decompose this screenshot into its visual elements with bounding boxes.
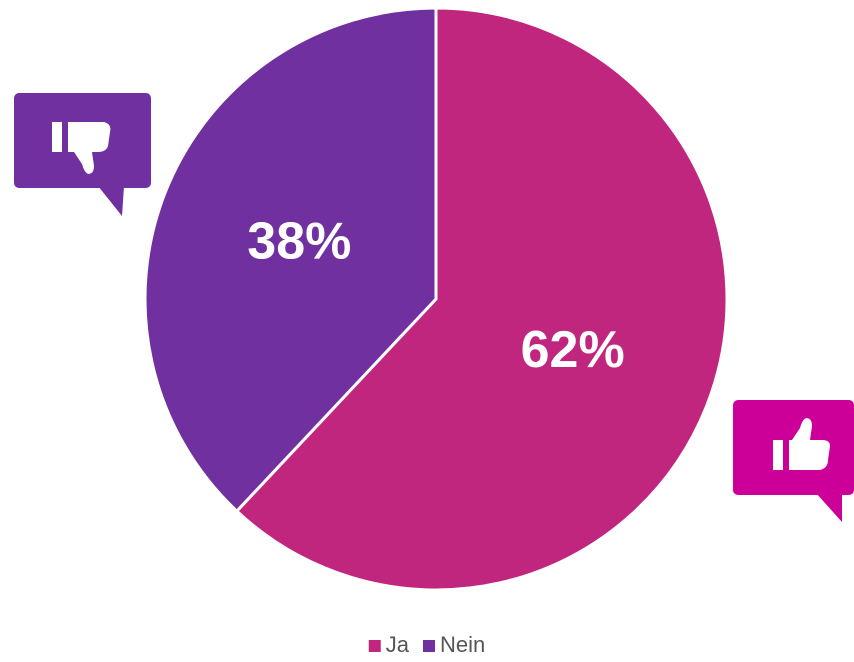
data-label: 38% bbox=[247, 213, 351, 271]
pie-slice bbox=[234, 6, 729, 592]
legend-swatch bbox=[423, 640, 435, 652]
data-label: 62% bbox=[521, 321, 625, 379]
thumbs-down-icon bbox=[14, 93, 151, 216]
pie: 62% 38% bbox=[143, 6, 729, 592]
pie-slice bbox=[143, 6, 438, 514]
legend: Ja Nein bbox=[368, 632, 485, 657]
legend-label: Nein bbox=[440, 632, 485, 657]
legend-swatch bbox=[368, 640, 381, 652]
thumbs-up-icon bbox=[733, 400, 854, 522]
legend-label: Ja bbox=[386, 632, 410, 657]
